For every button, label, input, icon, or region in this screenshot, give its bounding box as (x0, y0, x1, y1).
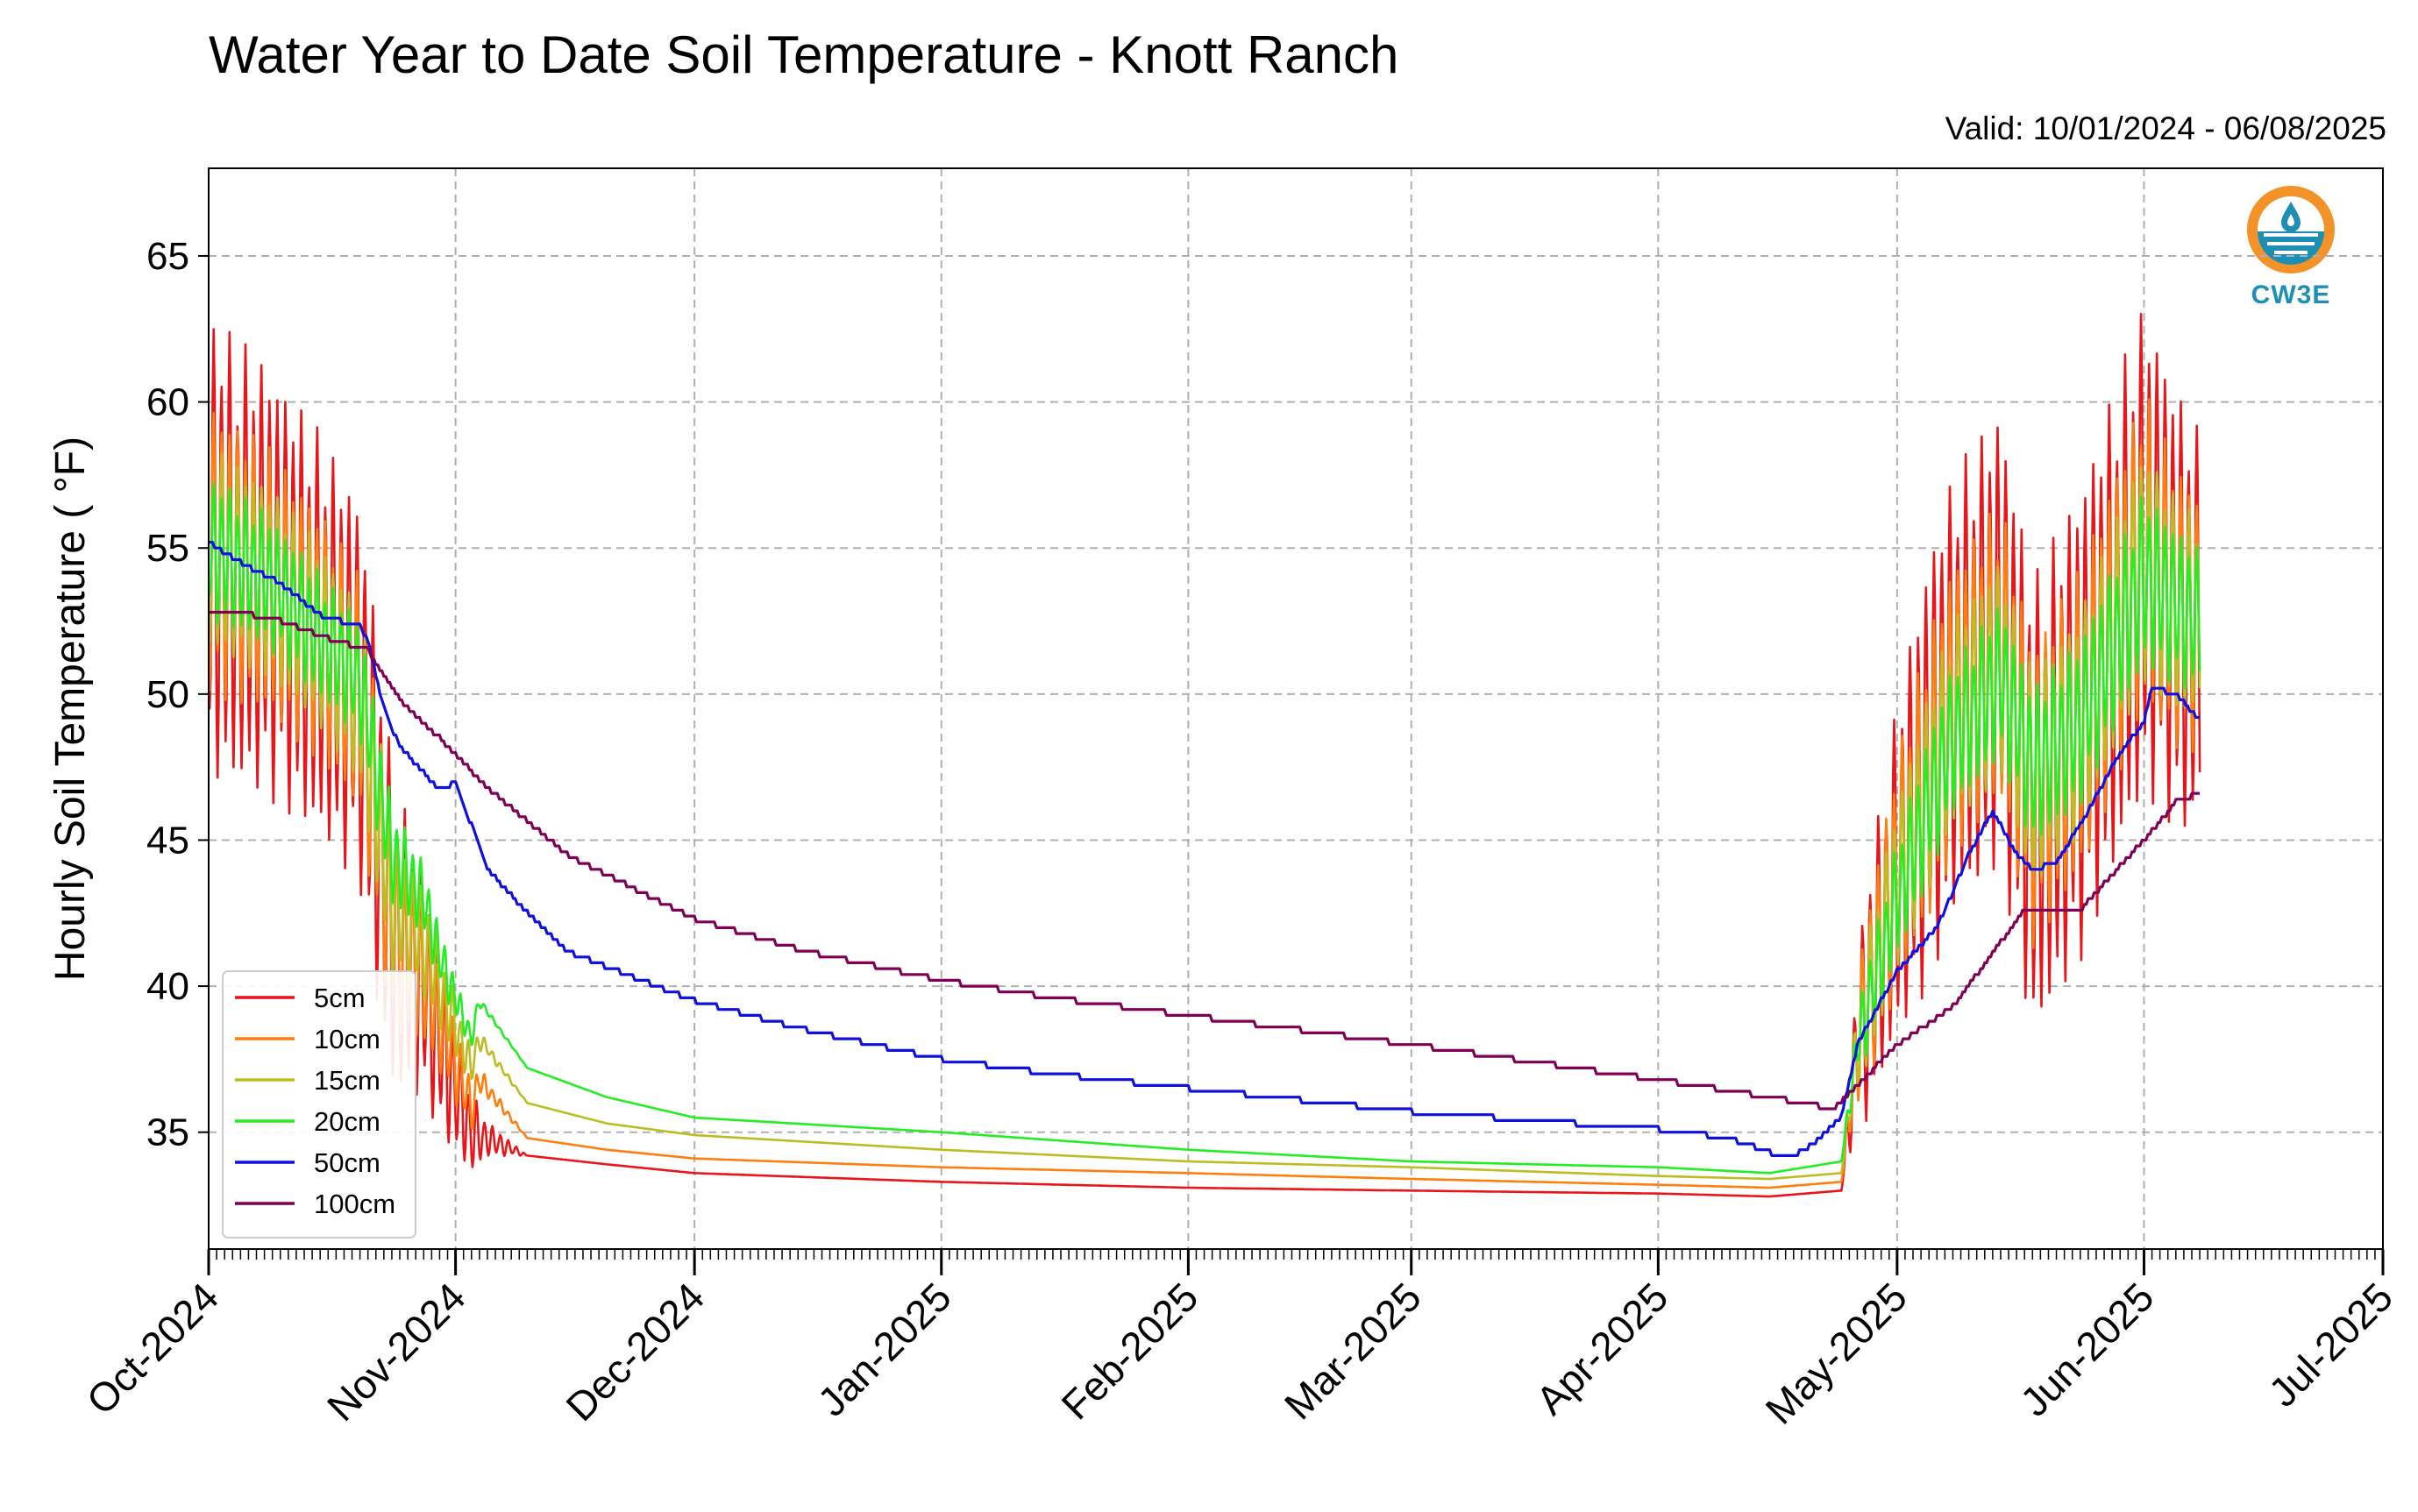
legend-label: 15cm (314, 1065, 380, 1096)
series-line-50cm (209, 541, 2201, 1157)
y-tick-label: 45 (146, 819, 189, 862)
x-tick-label: Feb-2025 (1052, 1274, 1206, 1428)
x-tick-label: Nov-2024 (318, 1274, 474, 1430)
chart-title: Water Year to Date Soil Temperature - Kn… (209, 25, 1399, 84)
y-tick-label: 65 (146, 235, 189, 278)
legend-label: 5cm (314, 983, 366, 1013)
legend-label: 20cm (314, 1106, 380, 1137)
plot-frame (208, 167, 2384, 1250)
cw3e-logo-text: CW3E (2251, 280, 2331, 309)
legend: 5cm 10cm 15cm 20cm 50cm 100cm (222, 970, 416, 1239)
y-tick-label: 40 (146, 965, 189, 1008)
x-tick-label: Apr-2025 (1527, 1274, 1677, 1423)
y-tick-label: 35 (146, 1111, 189, 1154)
y-tick-label: 60 (146, 381, 189, 424)
series-line-15cm (209, 452, 2201, 1181)
cw3e-logo: CW3E (2229, 181, 2353, 321)
x-tick-label: Jan-2025 (808, 1274, 959, 1424)
valid-date-range: Valid: 10/01/2024 - 06/08/2025 (1945, 110, 2386, 146)
y-tick-label: 55 (146, 527, 189, 570)
x-tick-label: Oct-2024 (78, 1274, 228, 1423)
legend-label: 100cm (314, 1189, 395, 1219)
series-line-20cm (209, 482, 2201, 1175)
x-tick-label: Dec-2024 (557, 1274, 713, 1430)
y-axis-label: Hourly Soil Temperature ( °F) (47, 437, 94, 981)
series-group (209, 312, 2201, 1198)
legend-label: 50cm (314, 1147, 380, 1178)
x-tick-label: Jun-2025 (2011, 1274, 2162, 1424)
x-tick-label: Jul-2025 (2260, 1274, 2402, 1416)
y-tick-label: 50 (146, 673, 189, 716)
legend-label: 10cm (314, 1024, 380, 1054)
x-tick-label: May-2025 (1757, 1274, 1916, 1432)
x-tick-label: Mar-2025 (1276, 1274, 1430, 1428)
cw3e-logo-icon (2247, 186, 2335, 273)
series-line-100cm (209, 610, 2201, 1111)
